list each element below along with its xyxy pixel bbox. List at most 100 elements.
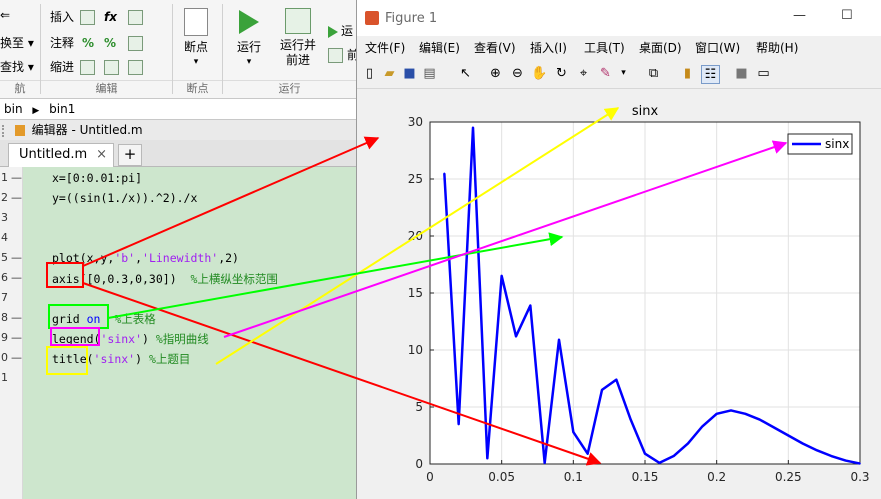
figure-title-bar: Figure 1 — ☐ [357, 0, 881, 36]
rotate-icon[interactable]: ↻ [556, 66, 567, 81]
find-label: 查找 ▾ [0, 60, 34, 74]
line-number: 7 [1, 291, 8, 304]
menu-help[interactable]: 帮助(H) [756, 41, 799, 55]
comment-button[interactable]: 注释 [50, 34, 74, 52]
current-folder-breadcrumb[interactable]: bin ▶ bin1 [0, 99, 356, 120]
close-tab-icon[interactable]: × [96, 147, 107, 162]
figure-window: Figure 1 — ☐ 文件(F) 编辑(E) 查看(V) 插入(I) 工具(… [356, 0, 881, 499]
code-token: axis([0,0.3,0,30]) [52, 272, 191, 286]
find-button[interactable]: 查找 ▾ [0, 58, 34, 76]
nav-back-label: ⇐ [0, 8, 11, 22]
zoom-in-icon[interactable]: ⊕ [490, 66, 501, 81]
increase-indent-icon[interactable] [104, 60, 119, 75]
sinx-chart[interactable]: 0 0.05 0.1 0.15 0.2 0.25 0.3 0 5 10 15 20 25 30 sinx si… [357, 89, 881, 499]
uncomment-icon[interactable]: % [104, 36, 117, 50]
code-line[interactable]: title('sinx') %上题目 [52, 351, 190, 367]
code-line[interactable]: axis([0,0.3,0,30]) %上横纵坐标范围 [52, 271, 278, 287]
breakpoint-marker[interactable]: — [11, 171, 22, 184]
code-token: , [135, 251, 143, 265]
brush-icon[interactable]: ✎ [600, 66, 611, 81]
data-point [701, 425, 704, 428]
data-cursor-icon[interactable]: ⌖ [579, 66, 588, 81]
menu-edit[interactable]: 编辑(E) [419, 41, 460, 55]
legend-entry: sinx [825, 137, 849, 151]
code-editor[interactable]: 1—2—3 4 5—6—7 8—9—0—1 x=[0:0.01:pi] y=((sin(… [0, 167, 356, 499]
add-tab-button[interactable]: + [118, 144, 142, 166]
breadcrumb-separator-icon: ▶ [32, 106, 40, 116]
breakpoint-marker[interactable]: — [11, 311, 22, 324]
comment-percent-icon[interactable]: % [82, 36, 95, 50]
advance-button[interactable]: 前 [328, 46, 359, 64]
legend-icon[interactable]: ☷ [701, 65, 720, 84]
menu-tools[interactable]: 工具(T) [584, 41, 625, 55]
new-figure-icon[interactable]: ▯ [365, 66, 374, 81]
plot-area[interactable]: 0 0.05 0.1 0.15 0.2 0.25 0.3 0 5 10 15 20 25 30 sinx si… [357, 89, 881, 499]
data-point [515, 335, 517, 338]
breakpoints-button[interactable]: 断点 ▾ [180, 8, 212, 70]
pan-icon[interactable]: ✋ [531, 66, 548, 81]
breakpoint-marker[interactable]: — [11, 271, 22, 284]
function-icon[interactable]: fx [104, 10, 117, 24]
code-token: 'sinx' [100, 332, 143, 346]
code-line[interactable]: y=((sin(1./x)).^2)./x [52, 191, 197, 205]
data-point [801, 442, 804, 445]
code-token: legend( [52, 332, 101, 346]
hide-tools-icon[interactable]: ■ [735, 66, 748, 81]
indent-button[interactable]: 缩进 [50, 58, 74, 76]
line-number: 1 [1, 171, 8, 184]
menu-view[interactable]: 查看(V) [474, 41, 516, 55]
code-line[interactable]: plot(x,y,'b','Linewidth',2) [52, 251, 239, 265]
y-tick-label: 15 [408, 286, 423, 300]
run-section-label: 运 [341, 24, 354, 38]
decrease-indent-icon[interactable] [128, 60, 143, 75]
goto-button[interactable]: 换至 ▾ [0, 34, 34, 52]
code-token: ) [135, 352, 149, 366]
data-point [558, 338, 560, 341]
save-icon[interactable]: ■ [403, 66, 416, 81]
breadcrumb-bin[interactable]: bin [4, 102, 23, 116]
maximize-button[interactable]: ☐ [841, 8, 853, 23]
breakpoint-marker[interactable]: — [11, 191, 22, 204]
matlab-logo-icon [365, 11, 379, 25]
editor-ribbon: ⇐ 换至 ▾ 查找 ▾ 插入 注释 缩进 fx % % 断点 ▾ 运行 ▾ 运行… [0, 0, 359, 99]
insert-section-icon[interactable] [80, 10, 95, 25]
smart-indent-icon[interactable] [80, 60, 95, 75]
wrap-comment-icon[interactable] [128, 36, 143, 51]
colorbar-icon[interactable]: ▮ [683, 66, 692, 81]
ribbon-group-run: 运行 [223, 80, 356, 97]
y-tick-label: 10 [408, 343, 423, 357]
pointer-icon[interactable]: ↖ [460, 66, 471, 81]
code-line[interactable]: legend('sinx') %指明曲线 [52, 331, 209, 347]
tab-untitled[interactable]: Untitled.m × [8, 143, 114, 167]
x-tick-label: 0.1 [564, 470, 583, 484]
data-point [486, 457, 489, 460]
breakpoint-marker[interactable]: — [11, 251, 22, 264]
menu-insert[interactable]: 插入(I) [530, 41, 567, 55]
minimize-button[interactable]: — [793, 8, 806, 23]
menu-file[interactable]: 文件(F) [365, 41, 406, 55]
function-browser-icon[interactable] [128, 10, 143, 25]
data-point [601, 389, 603, 391]
menu-desktop[interactable]: 桌面(D) [639, 41, 682, 55]
run-and-advance-button[interactable]: 运行并 前进 [276, 8, 320, 68]
data-point [844, 459, 847, 462]
breakpoint-marker[interactable]: — [11, 351, 22, 364]
data-point [758, 418, 761, 421]
code-line[interactable]: grid on %上表格 [52, 311, 156, 327]
dock-icon[interactable]: ▭ [757, 66, 770, 81]
zoom-out-icon[interactable]: ⊖ [512, 66, 523, 81]
breakpoint-marker[interactable]: — [11, 331, 22, 344]
open-icon[interactable]: ▰ [384, 66, 395, 81]
nav-back-button[interactable]: ⇐ [0, 6, 10, 24]
link-icon[interactable]: ⧉ [648, 66, 659, 81]
menu-window[interactable]: 窗口(W) [695, 41, 741, 55]
insert-button[interactable]: 插入 [50, 8, 74, 26]
print-icon[interactable]: ▤ [423, 66, 436, 81]
breadcrumb-bin1[interactable]: bin1 [49, 102, 76, 116]
code-line[interactable]: x=[0:0.01:pi] [52, 171, 142, 185]
drag-handle-icon[interactable] [2, 124, 9, 137]
brush-dropdown-icon[interactable]: ▾ [621, 68, 626, 78]
run-button[interactable]: 运行 ▾ [232, 8, 266, 70]
run-section-button[interactable]: 运 [328, 22, 353, 40]
code-token: on [86, 312, 101, 326]
